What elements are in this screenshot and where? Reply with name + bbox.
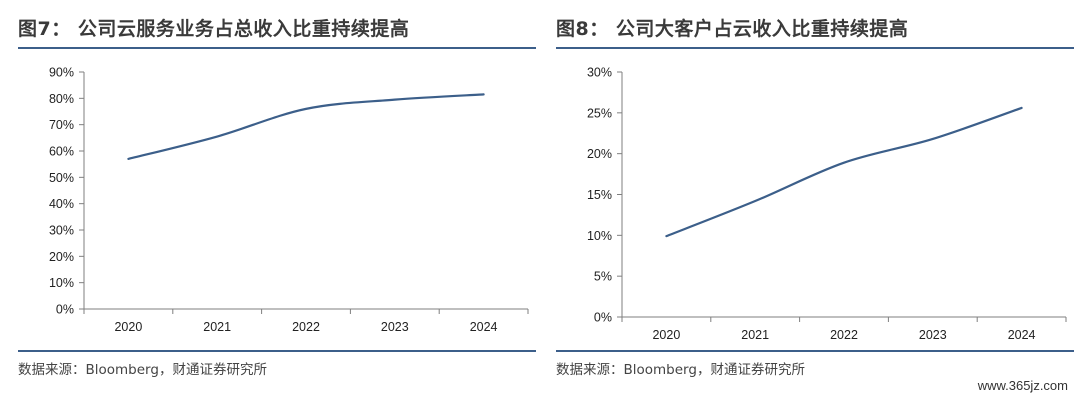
y-tick-label: 20% [587,147,612,161]
figure-label: 图7： [18,18,71,40]
figure-panel-right: 图8： 公司大客户占云收入比重持续提高 0% 5% 10% 15% 20% 25% 30% 2… [556,0,1076,403]
source-divider [18,350,536,352]
title-divider [556,47,1074,49]
x-tick-label: 2022 [292,320,320,334]
y-tick-label: 15% [587,188,612,202]
source-note: 数据来源：Bloomberg，财通证券研究所 [18,362,267,378]
y-tick-label: 0% [56,303,74,317]
y-tick-label: 10% [49,276,74,290]
y-tick-label: 50% [49,171,74,185]
figure-title-text: 公司云服务业务占总收入比重持续提高 [77,18,410,40]
y-tick-label: 0% [594,311,612,325]
y-tick-label: 90% [49,66,74,80]
figure-panel-left: 图7： 公司云服务业务占总收入比重持续提高 0% 10% 20% 30% 40% 50% 6… [18,0,538,403]
y-tick-label: 20% [49,250,74,264]
x-tick-label: 2021 [741,328,769,342]
series-line [665,106,1023,238]
figure-title: 图7： 公司云服务业务占总收入比重持续提高 [18,14,409,41]
y-tick-label: 25% [587,106,612,120]
line-chart: 0% 10% 20% 30% 40% 50% 60% 70% 80% 90% 2020 2021 202… [49,66,529,334]
x-tick-label: 2023 [919,328,947,342]
source-note: 数据来源：Bloomberg，财通证券研究所 [556,362,805,378]
figure-title: 图8： 公司大客户占云收入比重持续提高 [556,14,908,41]
y-tick-label: 80% [49,92,74,106]
y-tick-label: 70% [49,118,74,132]
x-tick-label: 2020 [114,320,142,334]
x-tick-label: 2024 [470,320,498,334]
y-tick-label: 30% [587,66,612,80]
x-tick-label: 2023 [381,320,409,334]
x-tick-label: 2021 [203,320,231,334]
source-divider [556,350,1074,352]
y-tick-label: 30% [49,224,74,238]
watermark: www.365jz.com [977,378,1068,393]
y-tick-label: 40% [49,197,74,211]
title-divider [18,47,536,49]
x-tick-label: 2024 [1008,328,1036,342]
series-line [127,93,485,160]
y-tick-label: 10% [587,229,612,243]
x-tick-label: 2020 [652,328,680,342]
y-tick-label: 5% [594,270,612,284]
y-tick-label: 60% [49,145,74,159]
figure-title-text: 公司大客户占云收入比重持续提高 [615,18,909,40]
figure-label: 图8： [556,18,609,40]
line-chart: 0% 5% 10% 15% 20% 25% 30% 2020 2021 2022 2023 2024 [587,66,1067,342]
x-tick-label: 2022 [830,328,858,342]
